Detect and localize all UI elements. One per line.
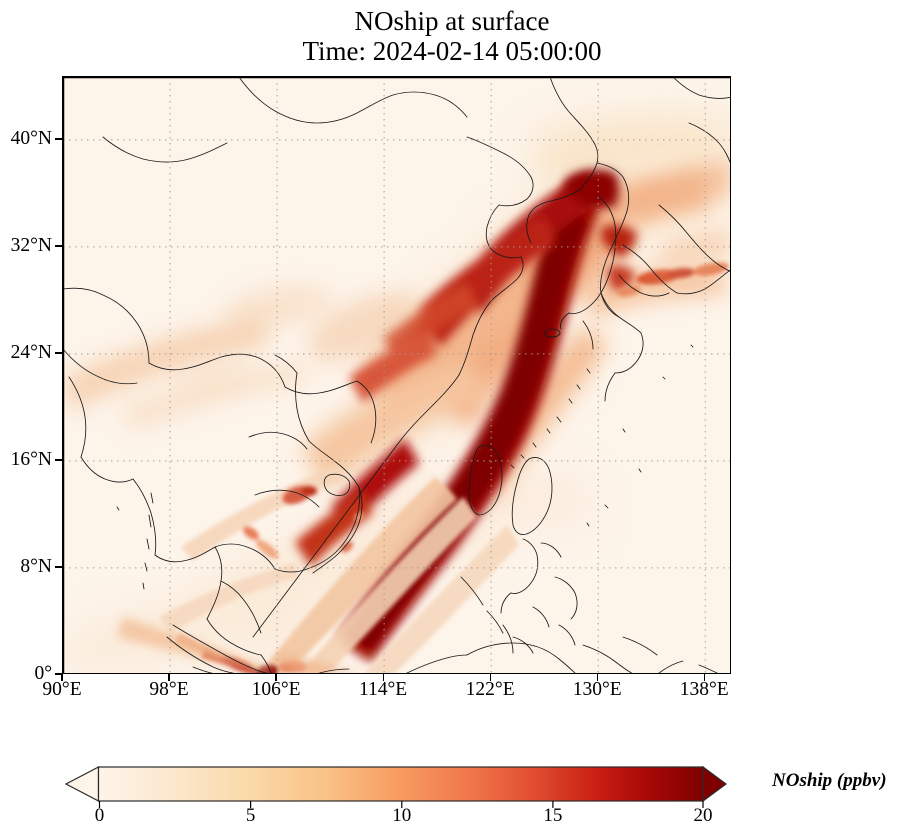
x-tick-mark-5	[596, 674, 598, 681]
y-tick-mark-3	[55, 459, 62, 461]
map-plot-area	[62, 76, 731, 674]
figure-title: NOship at surface Time: 2024-02-14 05:00…	[0, 6, 904, 66]
y-tick-mark-4	[55, 566, 62, 568]
coastlines	[63, 77, 730, 673]
y-axis: 40°N 32°N 24°N 16°N 8°N 0°	[0, 0, 62, 836]
y-tick-mark-2	[55, 352, 62, 354]
y-tick-label-3: 16°N	[10, 448, 52, 470]
x-tick-mark-0	[61, 674, 63, 681]
title-line-time: Time: 2024-02-14 05:00:00	[302, 36, 602, 66]
concentration-field	[63, 117, 730, 673]
y-tick-label-5: 0°	[34, 662, 52, 684]
x-tick-mark-6	[703, 674, 705, 681]
x-tick-label-4: 122°E	[465, 679, 515, 700]
x-tick-mark-2	[275, 674, 277, 681]
x-tick-label-2: 106°E	[251, 679, 301, 700]
colorbar-tick-label-2: 10	[392, 805, 412, 826]
x-tick-label-0: 90°E	[42, 679, 82, 700]
colorbar-extend-min	[64, 766, 100, 802]
colorbar-label: NOship (ppbv)	[772, 770, 887, 791]
colorbar-ticks	[98, 801, 704, 808]
colorbar-tick-label-4: 20	[693, 805, 713, 826]
x-tick-label-5: 130°E	[572, 679, 622, 700]
colorbar-tick-label-3: 15	[543, 805, 563, 826]
y-tick-label-2: 24°N	[10, 341, 52, 363]
x-tick-mark-1	[168, 674, 170, 681]
colorbar-tick-label-0: 0	[94, 805, 105, 826]
y-tick-label-1: 32°N	[10, 234, 52, 256]
x-tick-mark-3	[382, 674, 384, 681]
y-tick-mark-5	[55, 673, 62, 675]
y-tick-label-4: 8°N	[20, 555, 52, 577]
x-tick-label-6: 138°E	[679, 679, 729, 700]
map-svg	[63, 77, 730, 673]
colorbar-tick-label-1: 5	[245, 805, 256, 826]
colorbar-gradient	[97, 766, 704, 802]
axes-frame	[63, 77, 730, 673]
x-tick-label-3: 114°E	[358, 679, 408, 700]
y-tick-mark-1	[55, 245, 62, 247]
y-tick-label-0: 40°N	[10, 127, 52, 149]
map-gridlines	[63, 77, 730, 673]
y-tick-mark-0	[55, 138, 62, 140]
x-tick-mark-4	[489, 674, 491, 681]
x-tick-label-1: 98°E	[149, 679, 189, 700]
colorbar-extend-max	[702, 765, 728, 803]
title-line-variable: NOship at surface	[354, 6, 550, 36]
